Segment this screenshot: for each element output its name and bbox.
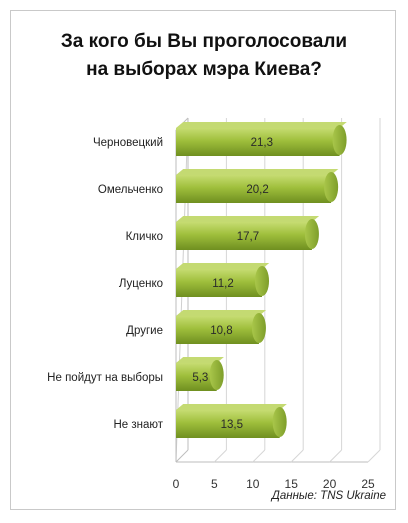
bar [176, 263, 270, 297]
bar-top [176, 216, 320, 222]
bar-cap [324, 172, 339, 202]
category-label: Луценко [119, 278, 163, 290]
bar-value-label: 5,3 [192, 372, 208, 384]
data-source: Данные: TNS Ukraine [271, 490, 386, 502]
bar [176, 122, 347, 156]
bar [176, 216, 320, 250]
bar-value-label: 17,7 [237, 231, 259, 243]
bar-cap [251, 313, 266, 343]
bar-cap [304, 219, 319, 249]
gridline-floor [329, 449, 342, 463]
chart-title: За кого бы Вы проголосовали на выборах м… [0, 28, 408, 84]
bar-cap [332, 125, 347, 155]
bar-body [176, 316, 259, 344]
x-tick-label: 0 [173, 477, 180, 491]
category-label: Не знают [113, 419, 163, 431]
chart-title-line-1: За кого бы Вы проголосовали [60, 31, 348, 52]
bar-value-label: 11,2 [212, 278, 234, 290]
bar-body [176, 269, 263, 297]
gridline-floor [252, 449, 266, 463]
bar-value-label: 13,5 [221, 419, 243, 431]
bar-top [176, 263, 270, 269]
bar-cap [209, 360, 224, 390]
x-tick-label: 15 [285, 477, 299, 491]
x-tick-label: 5 [211, 477, 218, 491]
x-tick-label: 25 [361, 477, 375, 491]
bar-top [176, 404, 287, 410]
gridline-floor [367, 449, 381, 463]
bar-cap [272, 407, 287, 437]
bar-body [176, 128, 340, 156]
plot-floor-edge [175, 449, 189, 463]
bar [176, 169, 339, 203]
bar-cap [255, 266, 270, 296]
gridline-floor [214, 449, 227, 463]
bar-body [176, 175, 332, 203]
bar-top [176, 169, 339, 175]
bar-body [176, 222, 312, 250]
category-label: Другие [126, 325, 163, 337]
x-tick-label: 10 [246, 477, 260, 491]
x-tick-label: 20 [323, 477, 337, 491]
bar [176, 310, 267, 344]
chart-title-line-2: на выборах мэра Киева? [86, 59, 322, 80]
bar-body [176, 410, 280, 438]
gridline-floor [290, 449, 304, 463]
bar-value-label: 10,8 [210, 325, 232, 337]
bar-top [176, 357, 224, 363]
bar [176, 357, 224, 391]
bar-top [176, 122, 347, 128]
category-label: Не пойдут на выборы [47, 372, 163, 384]
category-label: Черновецкий [93, 137, 163, 149]
category-label: Кличко [126, 231, 163, 243]
category-label: Омельченко [98, 184, 163, 196]
bar [176, 404, 287, 438]
bar-value-label: 20,2 [246, 184, 268, 196]
bar-top [176, 310, 267, 316]
bar-value-label: 21,3 [251, 137, 273, 149]
